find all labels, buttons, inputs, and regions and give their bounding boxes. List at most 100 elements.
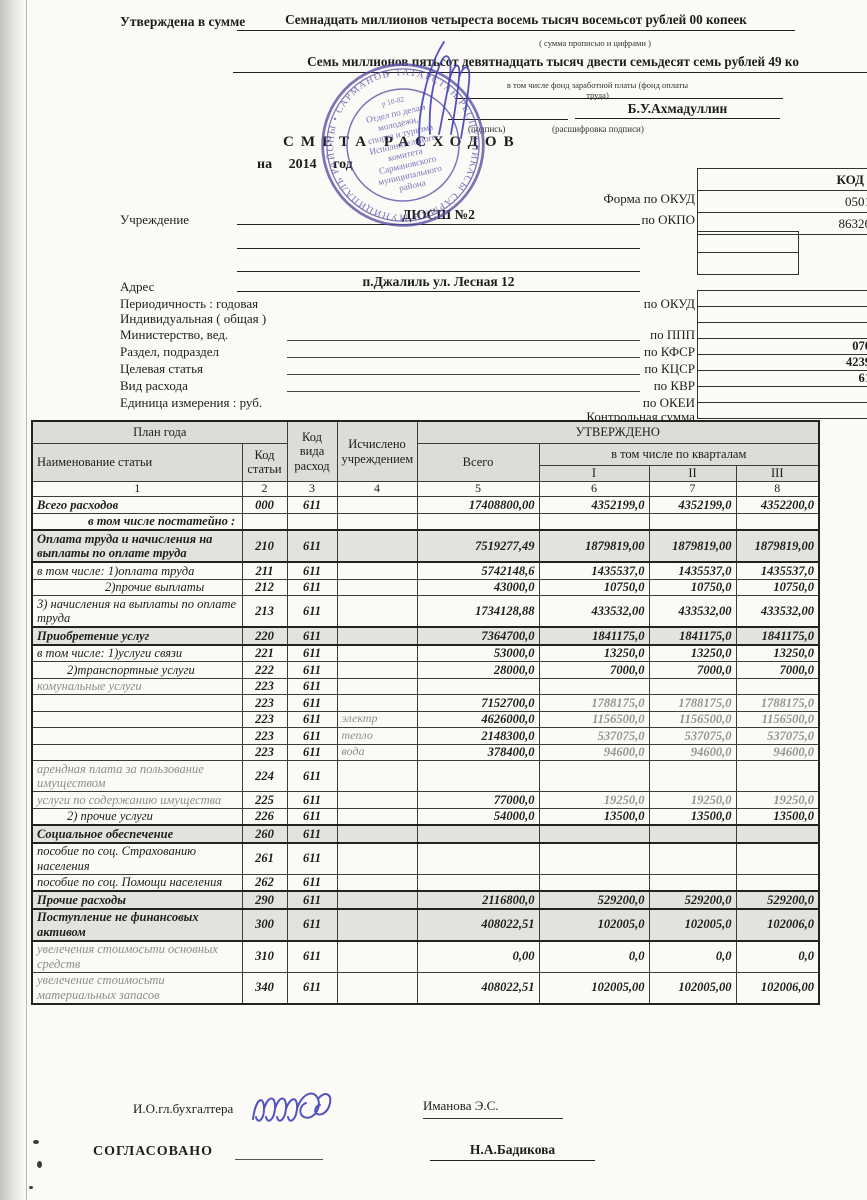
- target-label: Целевая статья: [120, 361, 204, 376]
- row-q3: 102006,0: [735, 907, 820, 942]
- row-q3: 1788175,0: [735, 694, 820, 712]
- row-q2: [648, 677, 737, 695]
- row-name: Всего расходов: [31, 496, 243, 514]
- row-total: 17408800,00: [416, 496, 540, 514]
- row-total: 5742148,6: [416, 561, 540, 580]
- row-q2: [648, 873, 737, 892]
- header-quarters: в том числе по кварталам: [538, 442, 820, 466]
- row-kind: 611: [286, 710, 338, 728]
- ministry-label: Министерство, вед.: [120, 327, 229, 342]
- row-q2: 0,0: [648, 940, 737, 973]
- table-row: Поступление не финансовых активом 300 611 4…: [31, 907, 820, 942]
- row-calc: [336, 907, 418, 942]
- row-q2: 4352199,0: [648, 496, 737, 514]
- row-total: 43000,0: [416, 578, 540, 596]
- row-code: 260: [241, 824, 288, 844]
- row-q1: [538, 677, 650, 695]
- row-total: [416, 873, 540, 892]
- row-q2: 1156500,0: [648, 710, 737, 728]
- address-label: Адрес: [120, 279, 155, 294]
- row-kind: 611: [286, 791, 338, 809]
- agreed-label: СОГЛАСОВАНО: [93, 1144, 213, 1159]
- row-total: 77000,0: [416, 791, 540, 809]
- row-name: [31, 743, 243, 761]
- header-approved: УТВЕРЖДЕНО: [416, 420, 820, 444]
- row-q3: 1156500,0: [735, 710, 820, 728]
- header-calculated: Исчислено учреждением: [336, 420, 418, 482]
- row-code: 212: [241, 578, 288, 596]
- row-calc: [336, 940, 418, 973]
- row-calc: [336, 644, 418, 662]
- col-num: 4: [336, 481, 418, 497]
- row-code: 223: [241, 710, 288, 728]
- blank-line: [287, 327, 640, 341]
- row-name: в том числе: 1)оплата труда: [31, 561, 243, 580]
- scan-edge-line: [26, 0, 27, 1200]
- expense-table: План года Код вида расход Исчислено учре…: [31, 420, 821, 1005]
- row-code: 340: [241, 971, 288, 1004]
- row-q3: [735, 873, 820, 892]
- row-q2: [648, 512, 737, 531]
- row-q2: 7000,0: [648, 661, 737, 679]
- row-calc: [336, 760, 418, 792]
- row-q3: [735, 760, 820, 792]
- kcsr-label: по КЦСР: [644, 361, 695, 376]
- row-name: 2)транспортные услуги: [31, 661, 243, 679]
- row-kind: 611: [286, 890, 338, 910]
- row-calc: [336, 824, 418, 844]
- row-q3: [735, 512, 820, 531]
- row-q1: 4352199,0: [538, 496, 650, 514]
- payroll-caption: в том числе фонд заработной платы (фонд …: [506, 80, 689, 100]
- row-name: увелечения стоимосьти основных средств: [31, 940, 243, 973]
- row-calc: [336, 791, 418, 809]
- kfsr-code: 070: [698, 338, 867, 354]
- row-kind: 611: [286, 760, 338, 792]
- row-q2: 10750,0: [648, 578, 737, 596]
- row-code: 261: [241, 842, 288, 875]
- row-name: услуги по содержанию имущества: [31, 791, 243, 809]
- row-kind: 611: [286, 561, 338, 580]
- row-name: 3) начисления на выплаты по оплате труда: [31, 595, 243, 628]
- header-q3: III: [735, 464, 820, 482]
- header-kind-code: Код вида расход: [286, 420, 338, 482]
- signature-decode-caption: (расшифровка подписи): [552, 124, 644, 134]
- row-total: 7519277,49: [416, 529, 540, 563]
- row-q3: 529200,0: [735, 890, 820, 910]
- row-code: 213: [241, 595, 288, 628]
- row-code: 226: [241, 807, 288, 826]
- table-row: 223 611 электр 4626000,0 1156500,0 1156500,0 1…: [31, 710, 820, 728]
- header-q1: I: [538, 464, 650, 482]
- row-q1: [538, 824, 650, 844]
- row-q3: 94600,0: [735, 743, 820, 761]
- row-kind: 611: [286, 578, 338, 596]
- table-row: увелечение стоимосьти материальных запас…: [31, 971, 820, 1004]
- row-q1: 102005,0: [538, 907, 650, 942]
- row-q1: 529200,0: [538, 890, 650, 910]
- scan-artifact: [33, 1140, 39, 1144]
- col-num: 6: [538, 481, 650, 497]
- signature-line: [448, 104, 568, 120]
- row-kind: 611: [286, 842, 338, 875]
- table-row: Оплата труда и начисления на выплаты по …: [31, 529, 820, 563]
- table-row: пособие по соц. Помощи населения 262 611: [31, 873, 820, 892]
- row-calc: [336, 496, 418, 514]
- codes-header: КОД: [836, 172, 864, 187]
- row-calc: [336, 529, 418, 563]
- row-q1: 19250,0: [538, 791, 650, 809]
- row-q1: [538, 760, 650, 792]
- row-name: Приобретение услуг: [31, 626, 243, 646]
- row-name: пособие по соц. Страхованию населения: [31, 842, 243, 875]
- row-q3: 537075,0: [735, 727, 820, 745]
- row-total: 7364700,0: [416, 626, 540, 646]
- row-q1: 94600,0: [538, 743, 650, 761]
- row-calc: [336, 677, 418, 695]
- row-q2: 19250,0: [648, 791, 737, 809]
- row-q2: 537075,0: [648, 727, 737, 745]
- row-total: [416, 760, 540, 792]
- row-kind: 611: [286, 644, 338, 662]
- row-q2: 102005,00: [648, 971, 737, 1004]
- row-total: [416, 842, 540, 875]
- form-okud-label: Форма по ОКУД: [603, 191, 696, 206]
- row-q1: 0,0: [538, 940, 650, 973]
